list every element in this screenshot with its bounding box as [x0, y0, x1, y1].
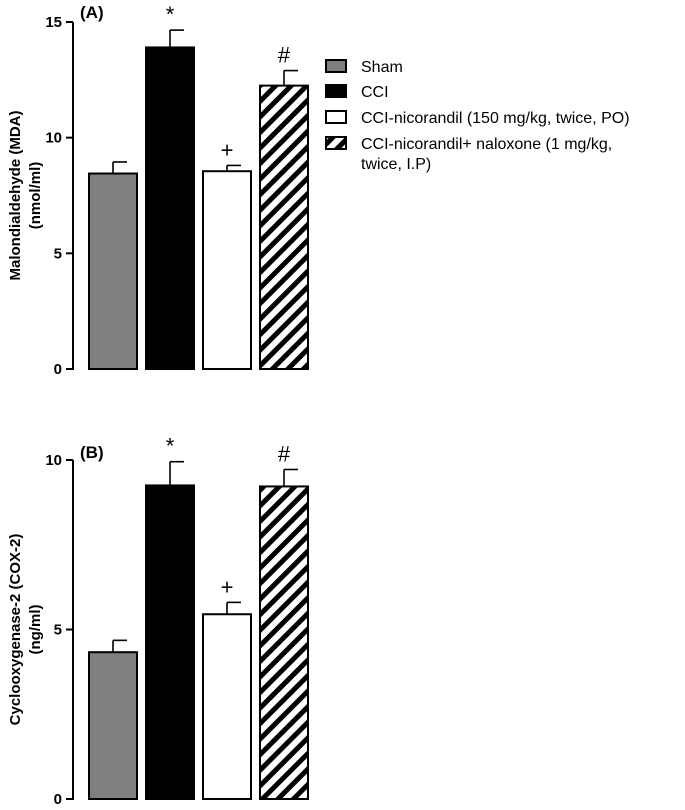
legend-label-line: twice, I.P) [361, 156, 431, 173]
significance-mark-naloxone: # [278, 43, 291, 68]
legend-label-line: Sham [361, 59, 403, 76]
y-axis-label: Malondialdehyde (MDA) (nmol/ml) [7, 110, 44, 280]
significance-mark-cci: * [166, 2, 175, 27]
legend-label-sham: Sham [361, 59, 403, 76]
legend-label-line: CCI-nicorandil+ naloxone (1 mg/kg, [361, 136, 612, 153]
legend-label-naloxone: CCI-nicorandil+ naloxone (1 mg/kg, twice,… [361, 136, 612, 173]
bar-nicorandil [202, 170, 252, 370]
legend-swatch-cci [325, 84, 347, 98]
y-axis-label-line: (nmol/ml) [27, 162, 44, 230]
bar-cci [145, 46, 195, 371]
y-tick-label: 10 [45, 452, 62, 469]
chart-panel-a: 0 5 10 15 (A) Malondialdehyde (MDA) (nmol/ml) *… [7, 2, 309, 378]
legend-label-line: CCI [361, 84, 389, 101]
legend-label-line: CCI-nicorandil (150 mg/kg, twice, PO) [361, 110, 630, 127]
chart-panel-b: 0 5 10 (B) Cyclooxygenase-2 (COX-2) (ng/ml) * +… [7, 434, 309, 808]
y-tick-label: 10 [45, 130, 62, 147]
legend-label-cci: CCI [361, 84, 389, 101]
panel-label: (A) [80, 3, 104, 22]
legend-swatch-nicorandil [325, 110, 347, 124]
y-tick-label: 0 [54, 361, 62, 378]
significance-mark-naloxone: # [278, 441, 291, 466]
legend-swatch-naloxone [325, 136, 347, 150]
y-tick-label: 5 [54, 245, 62, 262]
significance-mark-nicorandil: + [221, 137, 234, 162]
y-axis-label-line: (ng/ml) [27, 605, 44, 655]
panel-label: (B) [80, 443, 104, 462]
y-axis-label-line: Malondialdehyde (MDA) [7, 110, 24, 280]
significance-mark-nicorandil: + [221, 574, 234, 599]
legend-swatch-sham [325, 59, 347, 73]
bar-nicorandil [202, 613, 252, 800]
bar-cci [145, 484, 195, 800]
y-tick-label: 5 [54, 622, 62, 639]
y-tick-label: 0 [54, 791, 62, 808]
legend: Sham CCI CCI-nicorandil (150 mg/kg, twice,… [325, 59, 630, 173]
bar-naloxone [259, 485, 309, 800]
bar-sham [88, 172, 138, 370]
y-axis-label: Cyclooxygenase-2 (COX-2) (ng/ml) [7, 534, 44, 726]
bar-sham [88, 651, 138, 801]
y-tick-label: 15 [45, 14, 62, 31]
significance-mark-cci: * [166, 434, 175, 459]
bar-naloxone [259, 84, 309, 370]
legend-label-nicorandil: CCI-nicorandil (150 mg/kg, twice, PO) [361, 110, 630, 127]
y-axis-label-line: Cyclooxygenase-2 (COX-2) [7, 534, 24, 726]
